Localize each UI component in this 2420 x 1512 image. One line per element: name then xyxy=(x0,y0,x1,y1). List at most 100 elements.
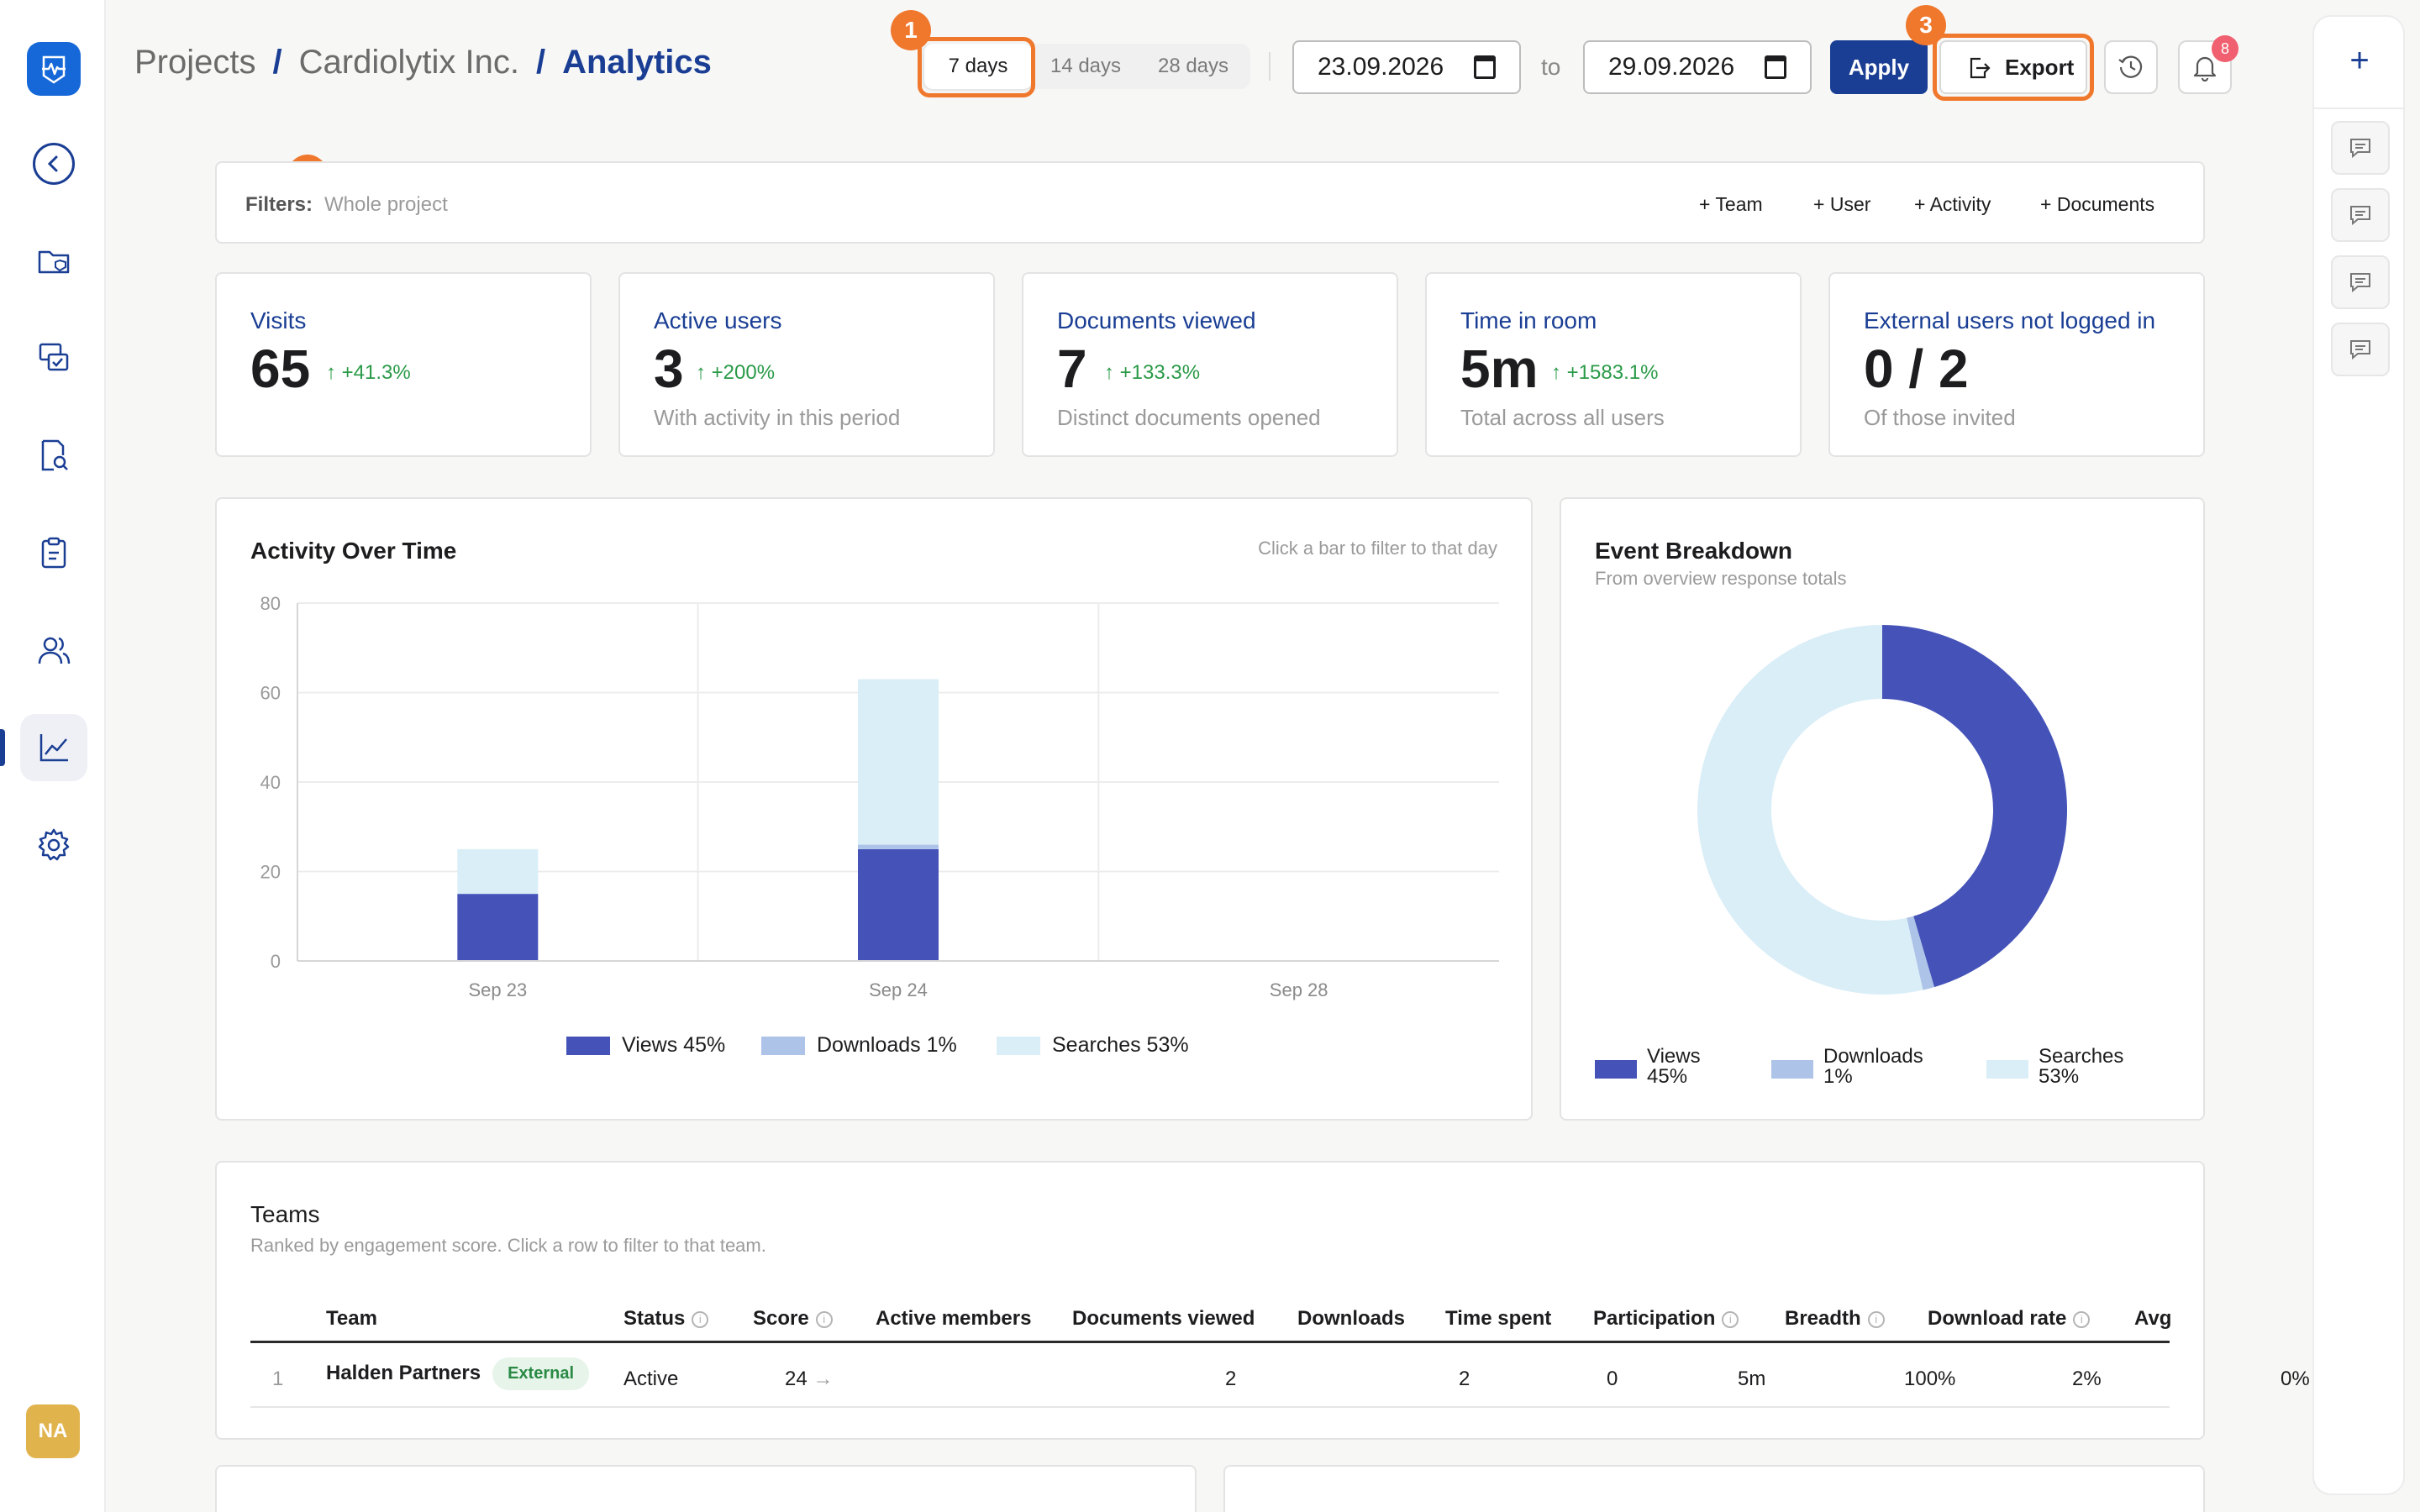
info-icon[interactable]: i xyxy=(692,1310,709,1328)
filter-scope-value[interactable]: Whole project xyxy=(324,193,448,216)
from-date-value: 23.09.2026 xyxy=(1318,53,1444,81)
x-tick-label: Sep 23 xyxy=(468,979,527,1000)
row-time-spent: 5m xyxy=(1738,1368,1766,1390)
kpi-card-external-not-logged-in: External users not logged in 0 / 2 Of th… xyxy=(1828,272,2205,457)
export-icon xyxy=(1970,57,1991,79)
export-button[interactable]: Export xyxy=(1939,40,2087,94)
add-team-filter-button[interactable]: + Team xyxy=(1699,193,1763,215)
panel-subtitle: From overview response totals xyxy=(1595,568,1847,589)
info-icon[interactable]: i xyxy=(815,1310,833,1328)
info-icon[interactable]: i xyxy=(2073,1310,2091,1328)
comment-thread-button[interactable] xyxy=(2331,121,2390,175)
breadcrumb-company[interactable]: Cardiolytix Inc. xyxy=(298,44,519,81)
column-header-documents-viewed[interactable]: Documents viewed xyxy=(1072,1307,1255,1330)
legend-item-searches: Searches 53% xyxy=(997,1033,1189,1058)
bar-segment[interactable] xyxy=(457,894,539,961)
legend-percent: 53% xyxy=(2039,1065,2080,1088)
column-header-avg[interactable]: Avg xyxy=(2134,1307,2172,1330)
to-date-value: 29.09.2026 xyxy=(1608,53,1735,81)
kpi-change: ↑ +200% xyxy=(696,361,776,384)
info-icon[interactable]: i xyxy=(1722,1310,1739,1328)
panel-hint: Click a bar to filter to that day xyxy=(1258,538,1497,559)
nav-settings[interactable] xyxy=(20,811,87,879)
bar-segment[interactable] xyxy=(858,844,939,849)
active-nav-indicator xyxy=(0,729,5,766)
donut-slice[interactable] xyxy=(1697,625,1923,995)
legend-swatch xyxy=(997,1036,1040,1055)
legend-label: Downloads 1% xyxy=(817,1033,957,1057)
header-divider xyxy=(1269,52,1270,81)
row-breadth: 2% xyxy=(2072,1368,2102,1390)
y-tick-label: 0 xyxy=(271,951,281,972)
apply-button[interactable]: Apply xyxy=(1830,40,1928,94)
nav-users[interactable] xyxy=(20,617,87,684)
add-user-filter-button[interactable]: + User xyxy=(1813,193,1871,215)
info-icon[interactable]: i xyxy=(1867,1310,1885,1328)
filter-team-label: Team xyxy=(1715,193,1763,215)
breadcrumb-projects[interactable]: Projects xyxy=(134,44,256,81)
activity-bar-chart: 0 20 40 60 80 Sep 23 Sep 24 Sep 28 xyxy=(260,593,1499,1000)
nav-documents[interactable] xyxy=(20,227,87,294)
history-button[interactable] xyxy=(2104,40,2158,94)
range-14-days[interactable]: 14 days xyxy=(1050,55,1122,77)
page-title: Analytics xyxy=(562,44,712,81)
comment-thread-button[interactable] xyxy=(2331,323,2390,376)
row-rank: 1 xyxy=(272,1368,284,1390)
panel-title: Activity Over Time xyxy=(250,538,457,564)
bar-segment[interactable] xyxy=(858,848,939,961)
column-header-status[interactable]: Status i xyxy=(623,1307,709,1331)
heartbeat-logo-icon[interactable] xyxy=(27,42,81,96)
notification-badge: 8 xyxy=(2212,35,2238,62)
nav-analytics[interactable] xyxy=(20,714,87,781)
add-documents-filter-button[interactable]: + Documents xyxy=(2040,193,2155,215)
collapse-sidebar-button[interactable] xyxy=(33,143,75,185)
nav-qa[interactable] xyxy=(20,324,87,391)
comment-thread-button[interactable] xyxy=(2331,188,2390,242)
external-badge: External xyxy=(492,1357,590,1390)
column-header-download-rate[interactable]: Download rate i xyxy=(1928,1307,2091,1331)
column-header-downloads[interactable]: Downloads xyxy=(1297,1307,1406,1330)
avatar[interactable]: NA xyxy=(26,1404,80,1458)
kpi-title: Visits xyxy=(250,307,307,333)
kpi-card-visits: Visits 65 ↑ +41.3% xyxy=(215,272,592,457)
column-header-time-spent[interactable]: Time spent xyxy=(1445,1307,1552,1330)
filters-label: Filters: xyxy=(245,193,313,216)
calendar-icon[interactable] xyxy=(1474,55,1496,79)
donut-slice[interactable] xyxy=(1882,625,2067,988)
legend-swatch xyxy=(566,1036,610,1055)
from-date-input[interactable]: 23.09.2026 xyxy=(1292,40,1521,94)
comment-thread-button[interactable] xyxy=(2331,255,2390,309)
bar-segment[interactable] xyxy=(457,848,539,895)
add-activity-filter-button[interactable]: + Activity xyxy=(1914,193,1991,215)
comment-icon xyxy=(2350,139,2370,159)
lower-panel-left xyxy=(215,1465,1197,1512)
nav-search-documents[interactable] xyxy=(20,422,87,489)
panel-title: Teams xyxy=(250,1201,320,1227)
kpi-card-active-users: Active users 3 ↑ +200% With activity in … xyxy=(618,272,995,457)
column-header-label: Breadth xyxy=(1785,1307,1861,1330)
folder-shield-icon xyxy=(38,250,70,274)
legend-label: Searches 53% xyxy=(1052,1033,1189,1057)
annotation-number: 3 xyxy=(1906,5,1946,45)
add-comment-button[interactable]: + xyxy=(2349,42,2370,79)
score-value: 24 xyxy=(785,1368,808,1390)
range-28-days[interactable]: 28 days xyxy=(1157,55,1229,77)
highlight-export-button xyxy=(1933,34,2094,101)
to-date-input[interactable]: 29.09.2026 xyxy=(1583,40,1812,94)
legend-swatch xyxy=(1986,1060,2028,1079)
calendar-icon[interactable] xyxy=(1765,55,1786,79)
column-header-score[interactable]: Score i xyxy=(753,1307,833,1331)
range-7-days[interactable]: 7 days xyxy=(924,44,1032,89)
nav-tasks[interactable] xyxy=(20,519,87,586)
document-search-icon xyxy=(41,439,68,471)
column-header-participation[interactable]: Participation i xyxy=(1593,1307,1739,1331)
donut-slice[interactable] xyxy=(1907,916,1934,990)
column-header-active-members[interactable]: Active members xyxy=(876,1307,1032,1330)
comment-icon xyxy=(2350,273,2370,293)
row-score: 24 → xyxy=(785,1368,833,1391)
bar-segment[interactable] xyxy=(858,679,939,845)
panel-subtitle: Ranked by engagement score. Click a row … xyxy=(250,1235,766,1256)
column-header-breadth[interactable]: Breadth i xyxy=(1785,1307,1885,1331)
column-header-team[interactable]: Team xyxy=(326,1307,377,1330)
kpi-subtitle: Total across all users xyxy=(1460,405,1665,430)
